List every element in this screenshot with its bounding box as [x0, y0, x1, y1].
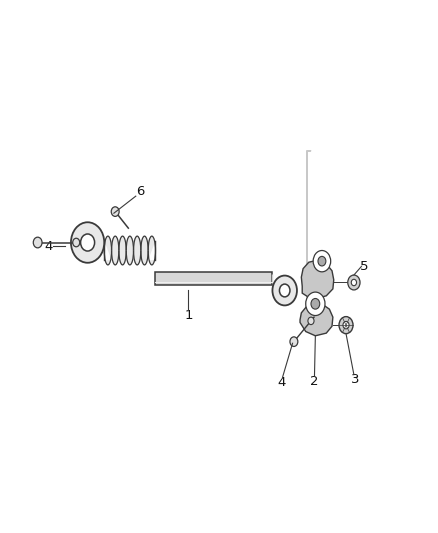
Text: 3: 3 — [351, 373, 360, 386]
Circle shape — [272, 276, 297, 305]
Circle shape — [339, 317, 353, 334]
Text: 2: 2 — [310, 375, 319, 387]
Circle shape — [81, 234, 95, 251]
Circle shape — [311, 298, 320, 309]
Polygon shape — [301, 260, 334, 298]
Circle shape — [348, 275, 360, 290]
Circle shape — [279, 284, 290, 297]
Circle shape — [313, 251, 331, 272]
Circle shape — [306, 292, 325, 316]
Polygon shape — [300, 304, 333, 336]
Circle shape — [290, 337, 298, 346]
Text: 5: 5 — [360, 260, 369, 273]
Bar — [155, 272, 272, 285]
Text: 1: 1 — [184, 309, 193, 322]
Circle shape — [343, 321, 349, 329]
Circle shape — [71, 222, 104, 263]
Polygon shape — [104, 236, 155, 265]
Circle shape — [318, 256, 326, 266]
Circle shape — [73, 238, 80, 247]
Text: 6: 6 — [136, 185, 145, 198]
Circle shape — [308, 317, 314, 325]
Text: 4: 4 — [277, 376, 286, 389]
Text: 4: 4 — [44, 240, 53, 253]
Circle shape — [33, 237, 42, 248]
Circle shape — [111, 207, 119, 216]
Circle shape — [351, 279, 357, 286]
